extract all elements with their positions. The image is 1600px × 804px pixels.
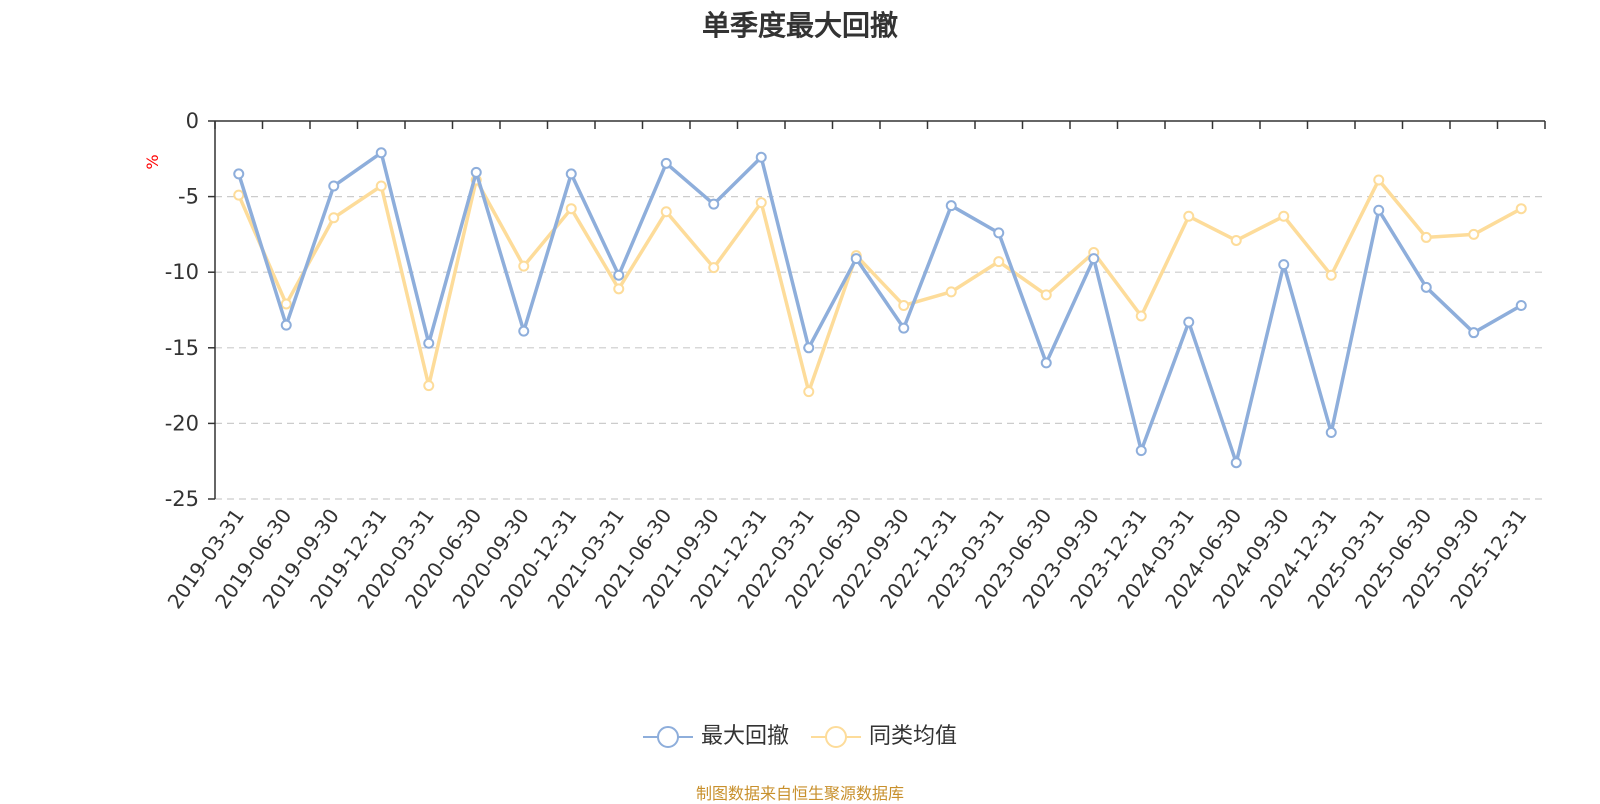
data-point <box>328 212 340 224</box>
data-point <box>803 342 815 354</box>
data-point <box>1135 445 1147 457</box>
data-point <box>755 151 767 163</box>
data-point <box>1183 210 1195 222</box>
y-tick-label: -20 <box>165 411 199 435</box>
data-point <box>993 227 1005 239</box>
axis-layer: 0-5-10-15-20-252019-03-312019-06-302019-… <box>163 109 1546 613</box>
data-point <box>233 168 245 180</box>
series-peer-average <box>233 174 1527 398</box>
series-max-drawdown-line <box>237 151 1523 465</box>
data-point <box>803 386 815 398</box>
series-layer <box>233 147 1527 469</box>
data-point <box>1230 457 1242 469</box>
data-point <box>1468 228 1480 240</box>
data-point <box>1515 203 1527 215</box>
data-point <box>518 325 530 337</box>
legend-item-peer-average[interactable]: 同类均值 <box>811 722 957 752</box>
source-note: 制图数据来自恒生聚源数据库 <box>695 784 904 803</box>
y-axis-unit-label: % <box>143 154 162 169</box>
data-point <box>280 319 292 331</box>
data-point <box>1278 210 1290 222</box>
data-point <box>1040 289 1052 301</box>
y-tick-label: -10 <box>165 260 199 284</box>
data-point <box>1278 259 1290 271</box>
y-tick-label: -15 <box>165 336 199 360</box>
data-point <box>898 322 910 334</box>
data-point <box>233 189 245 201</box>
circle-line-marker-blue-icon <box>642 726 693 748</box>
data-point <box>1135 310 1147 322</box>
data-point <box>660 157 672 169</box>
chart-title: 单季度最大回撤 <box>701 9 898 42</box>
data-point <box>613 269 625 281</box>
data-point <box>755 197 767 209</box>
data-point <box>945 286 957 298</box>
legend: 最大回撤 同类均值 <box>0 722 1600 752</box>
data-point <box>1040 357 1052 369</box>
legend-label: 最大回撤 <box>700 724 789 749</box>
data-point <box>375 180 387 192</box>
data-point <box>1468 327 1480 339</box>
data-point <box>1420 281 1432 293</box>
y-tick-label: -25 <box>165 487 199 511</box>
data-point <box>1373 174 1385 186</box>
data-point <box>708 262 720 274</box>
data-point <box>945 200 957 212</box>
data-point <box>1088 253 1100 265</box>
data-point <box>613 283 625 295</box>
data-point <box>1325 426 1337 438</box>
data-point <box>1373 204 1385 216</box>
data-point <box>708 198 720 210</box>
data-point <box>1183 316 1195 328</box>
data-point <box>518 260 530 272</box>
data-point <box>1325 269 1337 281</box>
data-point <box>1230 234 1242 246</box>
data-point <box>470 166 482 178</box>
legend-item-max-drawdown[interactable]: 最大回撤 <box>642 722 789 752</box>
data-point <box>328 180 340 192</box>
data-point <box>280 298 292 310</box>
circle-line-marker-yellow-icon <box>811 726 861 748</box>
series-peer-average-line <box>237 178 1523 394</box>
data-point <box>375 147 387 159</box>
data-point <box>898 299 910 311</box>
data-point <box>850 253 862 265</box>
data-point <box>660 206 672 218</box>
data-point <box>993 256 1005 268</box>
y-tick-label: -5 <box>178 185 199 209</box>
series-max-drawdown <box>233 147 1527 469</box>
data-point <box>1420 231 1432 243</box>
data-point <box>1515 299 1527 311</box>
data-point <box>423 380 435 392</box>
data-point <box>565 203 577 215</box>
data-point <box>423 337 435 349</box>
y-tick-label: 0 <box>186 109 199 133</box>
data-point <box>565 168 577 180</box>
grid-layer <box>215 196 1545 500</box>
legend-label: 同类均值 <box>869 724 958 749</box>
